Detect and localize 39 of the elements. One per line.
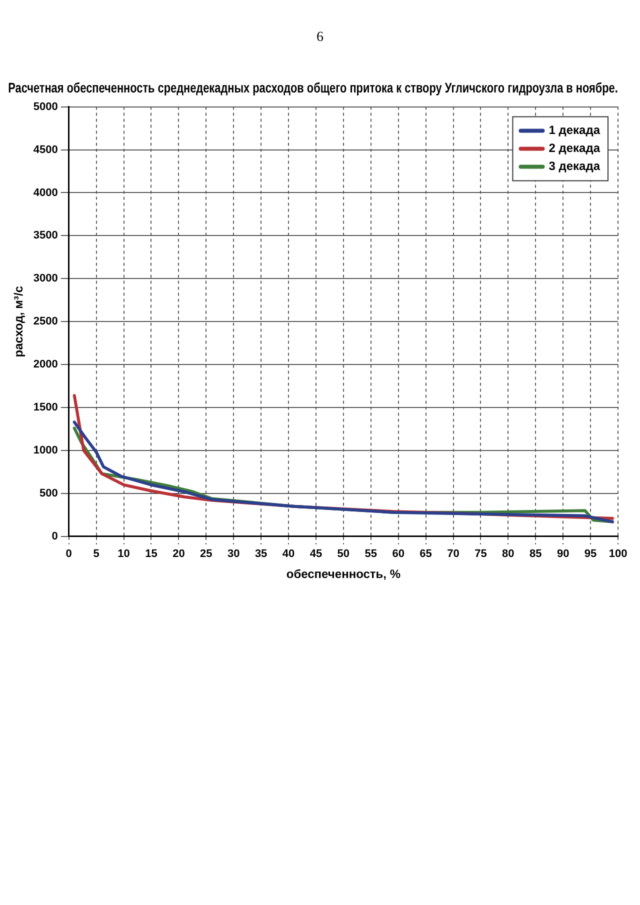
y-tick-label: 2000 <box>33 358 58 371</box>
x-tick-label: 75 <box>474 548 487 560</box>
x-tick-label: 85 <box>530 548 542 560</box>
x-tick-label: 5 <box>93 548 100 560</box>
chart-title: Расчетная обеспеченность среднедекадных расходов общего притока к створу Угличского гидроузла в ноябре. <box>8 80 618 96</box>
x-tick-label: 70 <box>447 548 460 560</box>
x-tick-label: 45 <box>310 548 322 560</box>
y-tick-label: 3000 <box>33 272 58 285</box>
x-tick-label: 10 <box>118 548 130 560</box>
x-tick-label: 95 <box>584 548 597 560</box>
y-tick-label: 1500 <box>33 402 58 414</box>
x-tick-label: 15 <box>145 548 158 560</box>
x-tick-label: 65 <box>420 548 432 560</box>
x-tick-label: 0 <box>66 548 72 560</box>
y-axis-title: расход, м³/с <box>12 286 26 358</box>
text: 6 <box>316 30 324 46</box>
x-tick-label: 25 <box>200 548 212 560</box>
x-tick-label: 60 <box>392 548 404 560</box>
y-tick-label: 3500 <box>33 230 58 242</box>
legend-label: 2 декада <box>548 141 600 156</box>
y-tick-label: 1000 <box>33 444 58 457</box>
x-tick-label: 50 <box>337 548 350 560</box>
legend-label: 3 декада <box>548 159 600 174</box>
x-tick-label: 40 <box>282 548 295 560</box>
x-tick-label: 100 <box>608 548 628 560</box>
x-tick-label: 30 <box>227 548 240 560</box>
x-axis-title: обеспеченность, % <box>286 567 401 582</box>
y-tick-label: 500 <box>40 487 58 500</box>
y-tick-label: 5000 <box>33 100 58 113</box>
x-tick-label: 35 <box>254 548 268 560</box>
y-tick-label: 0 <box>52 530 58 542</box>
y-tick-label: 2500 <box>33 316 58 328</box>
y-tick-label: 4000 <box>33 186 58 199</box>
x-tick-label: 20 <box>172 548 185 560</box>
x-tick-label: 55 <box>364 548 378 560</box>
legend-label: 1 декада <box>548 123 600 138</box>
y-tick-label: 4500 <box>33 144 58 156</box>
x-tick-label: 80 <box>502 548 514 560</box>
x-tick-label: 90 <box>556 548 570 560</box>
